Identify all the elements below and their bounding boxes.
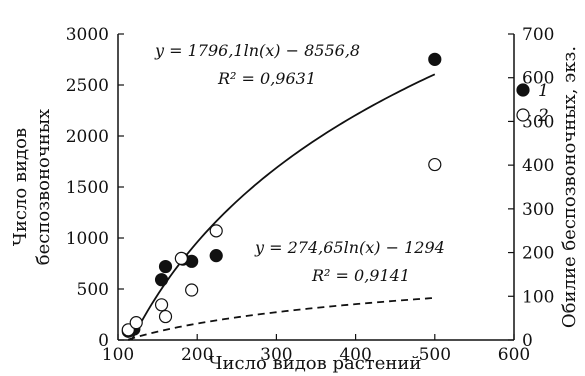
data-point-open (129, 316, 143, 330)
fit-line-series-2 (128, 296, 435, 341)
equation-series-2: y = 274,65ln(x) − 1294 (254, 238, 445, 257)
data-point-open (174, 251, 188, 265)
tick-group: 100 200 300 400 500 6000500100015002000250030… (66, 25, 555, 365)
x-tick-label: 500 (419, 345, 451, 365)
legend-label-2: 2 (537, 106, 549, 126)
y-right-tick-label: 300 (522, 200, 554, 220)
y-right-tick-label: 700 (522, 25, 554, 45)
y-right-tick-label: 100 (522, 287, 554, 307)
x-tick-label: 200 (181, 345, 213, 365)
data-point-open (428, 157, 442, 172)
legend-label-1: 1 (538, 81, 549, 101)
y-right-tick-label: 200 (522, 244, 554, 264)
legend-marker-filled (516, 83, 530, 97)
y-left-tick-label: 0 (98, 331, 109, 351)
r-squared-series-2: R² = 0,9141 (311, 266, 410, 285)
y-left-tick-label: 3000 (66, 25, 109, 45)
data-point-open (209, 224, 223, 238)
legend: 1 2 (516, 81, 549, 126)
y-left-tick-label: 2500 (66, 76, 109, 96)
fit-line-series-1 (128, 73, 436, 341)
y-axis-title-left-line2: беспозвоночных (33, 109, 54, 265)
x-tick-label: 300 (260, 345, 292, 365)
data-point-filled (209, 249, 223, 263)
data-points (121, 52, 442, 338)
y-left-tick-label: 1000 (66, 229, 109, 249)
data-point-open (158, 309, 173, 324)
y-axis-title-left-line1: Число видов (10, 128, 31, 246)
data-point-filled (154, 273, 169, 287)
x-tick-label: 400 (339, 345, 371, 365)
x-tick-label: 100 (102, 345, 134, 365)
y-right-tick-label: 600 (522, 69, 554, 89)
x-tick-label: 600 (498, 345, 530, 365)
y-left-tick-label: 500 (77, 280, 109, 300)
data-point-open (154, 298, 169, 312)
y-right-tick-label: 500 (522, 112, 554, 132)
y-axis-title-right: Обилие беспозвоночных, экз. (559, 46, 580, 328)
data-point-filled (428, 52, 442, 66)
equation-series-1: y = 1796,1ln(x) − 8556,8 (154, 41, 360, 60)
r-squared-series-1: R² = 0,9631 (217, 69, 316, 88)
data-point-open (185, 283, 199, 297)
data-point-filled (158, 259, 173, 274)
y-left-tick-label: 1500 (66, 178, 109, 198)
y-left-tick-label: 2000 (66, 127, 109, 147)
y-right-tick-label: 400 (522, 156, 554, 176)
y-right-tick-label: 0 (522, 331, 533, 351)
legend-marker-open (516, 108, 530, 122)
x-axis-title: Число видов растений (209, 353, 422, 374)
